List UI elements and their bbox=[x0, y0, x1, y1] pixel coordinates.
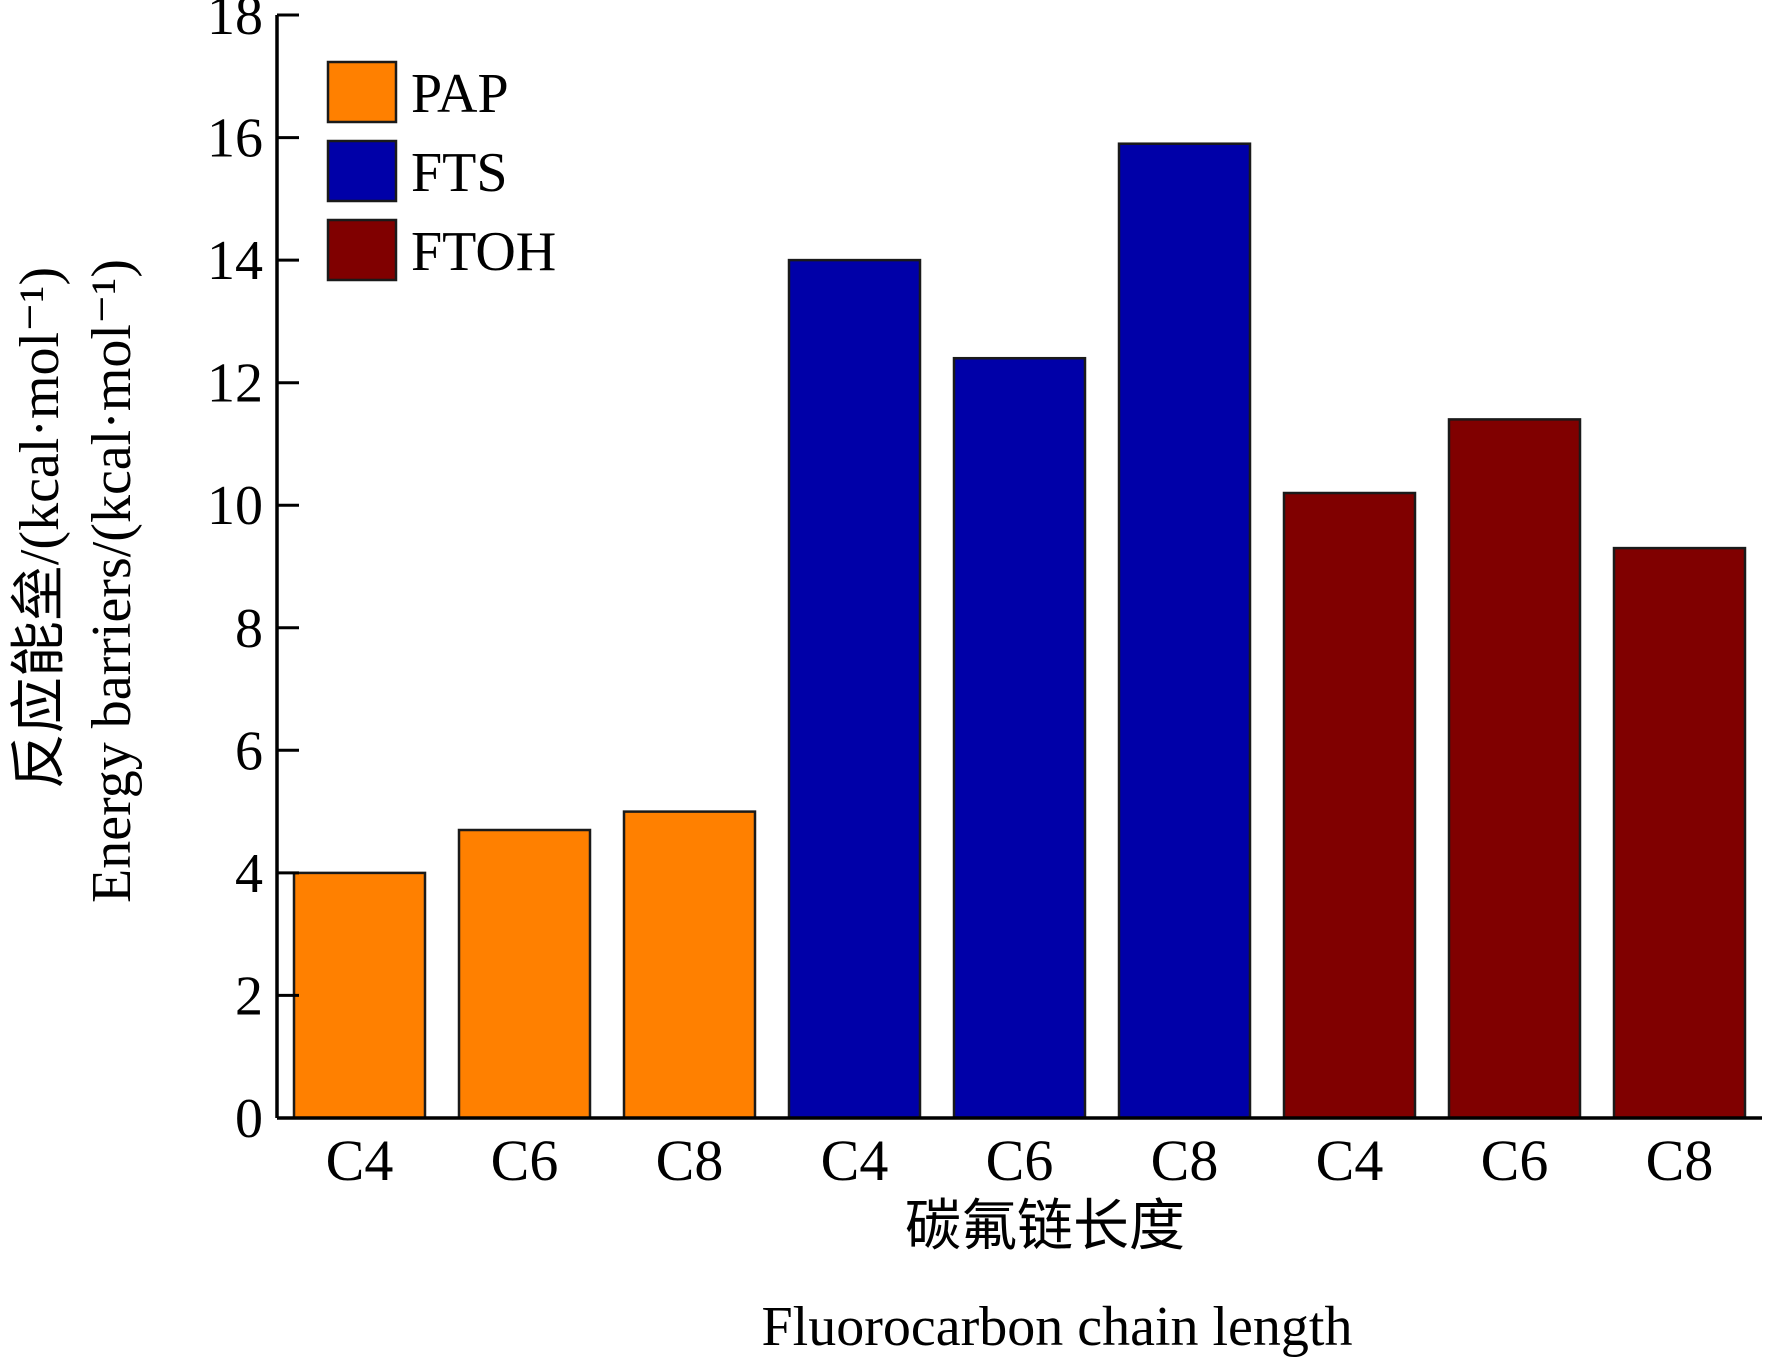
axes-group: C4 C6 C8 C4 C6 C8 C4 C6 C8 0 2 4 6 8 10 12 14 16 18 bbox=[207, 0, 1762, 1193]
y-tick-label: 4 bbox=[235, 843, 263, 905]
x-tick-label: C4 bbox=[1316, 1128, 1384, 1193]
y-axis-title-en: Energy barriers/(kcal·mol⁻¹) bbox=[81, 259, 143, 903]
x-tick-label: C8 bbox=[656, 1128, 724, 1193]
y-tick-label: 12 bbox=[207, 353, 263, 415]
y-tick-label: 6 bbox=[235, 720, 263, 782]
y-tick-label: 14 bbox=[207, 230, 263, 292]
legend-swatch-fts bbox=[326, 139, 398, 203]
x-tick-label: C8 bbox=[1646, 1128, 1714, 1193]
y-tick-label: 18 bbox=[207, 0, 263, 47]
y-tick-label: 16 bbox=[207, 108, 263, 170]
y-tick-label: 0 bbox=[235, 1088, 263, 1150]
x-tick-label: C8 bbox=[1151, 1128, 1219, 1193]
y-tick-label: 2 bbox=[235, 965, 263, 1027]
bar-fts-c8 bbox=[1117, 142, 1252, 1120]
bar-pap-c8 bbox=[622, 810, 757, 1120]
bar-fts-c6 bbox=[952, 356, 1087, 1120]
legend-swatch-pap bbox=[326, 60, 398, 124]
legend-swatch-ftoh bbox=[326, 218, 398, 282]
bar-ftoh-c6 bbox=[1447, 418, 1582, 1120]
bar-pap-c6 bbox=[457, 828, 592, 1120]
x-tick-label: C6 bbox=[986, 1128, 1054, 1193]
x-axis-title-en: Fluorocarbon chain length bbox=[762, 1296, 1353, 1358]
y-tick-label: 8 bbox=[235, 598, 263, 660]
bar-pap-c4 bbox=[292, 871, 427, 1120]
legend-label-ftoh: FTOH bbox=[411, 221, 556, 283]
legend-label-pap: PAP bbox=[411, 63, 509, 125]
x-tick-label: C4 bbox=[326, 1128, 394, 1193]
y-tick-label: 10 bbox=[207, 475, 263, 537]
legend-label-fts: FTS bbox=[411, 142, 508, 204]
x-axis-title-cn: 碳氟链长度 bbox=[905, 1196, 1185, 1258]
bar-fts-c4 bbox=[787, 258, 922, 1120]
bars-group bbox=[292, 142, 1747, 1120]
bar-ftoh-c4 bbox=[1282, 491, 1417, 1120]
y-axis-title-cn: 反应能垒/(kcal·mol⁻¹) bbox=[9, 267, 71, 789]
x-tick-label: C6 bbox=[1481, 1128, 1549, 1193]
legend: PAP FTS FTOH bbox=[326, 60, 556, 283]
x-tick-label: C6 bbox=[491, 1128, 559, 1193]
x-tick-label: C4 bbox=[821, 1128, 889, 1193]
bar-ftoh-c8 bbox=[1612, 546, 1747, 1120]
